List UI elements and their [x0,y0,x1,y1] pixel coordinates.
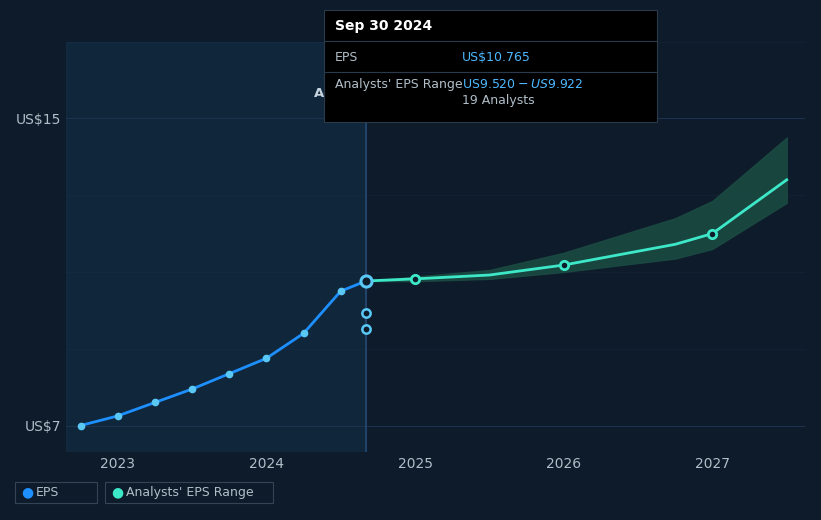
Text: Analysts Forecasts: Analysts Forecasts [374,87,498,100]
Text: Sep 30 2024: Sep 30 2024 [335,19,432,33]
Text: 19 Analysts: 19 Analysts [462,94,534,107]
Bar [66,42,366,452]
Text: Analysts' EPS Range: Analysts' EPS Range [126,486,254,499]
Text: Analysts' EPS Range: Analysts' EPS Range [335,79,462,92]
Text: US$10.765: US$10.765 [462,51,531,64]
Text: ●: ● [21,486,34,499]
Text: EPS: EPS [335,51,358,64]
Text: ●: ● [112,486,124,499]
Text: EPS: EPS [36,486,59,499]
Text: US$9.520 - US$9.922: US$9.520 - US$9.922 [462,79,584,92]
Text: Actual: Actual [314,87,361,100]
